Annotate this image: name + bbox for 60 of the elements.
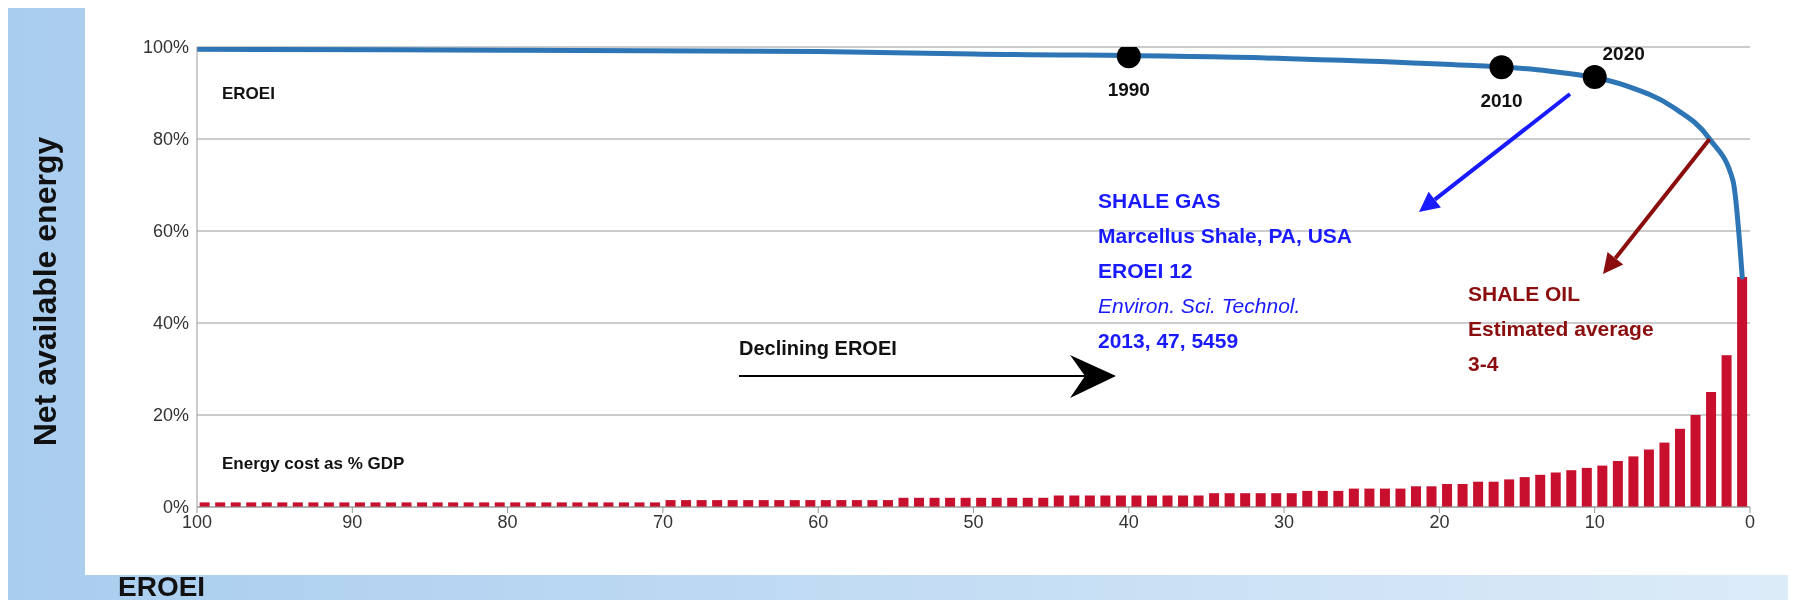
annotation: SHALE GAS Marcellus Shale, PA, USA EROEI 12 Environ. Sci. Technol. 2013, 47, 5459 [1098,189,1353,352]
text: EROEI [222,84,275,103]
x-tick-label: 60 [808,511,829,532]
y-tick-label: 80% [152,129,189,150]
x-tick-label: 0 [1744,511,1756,532]
bar [1457,484,1468,507]
bar [1628,456,1639,507]
x-tick-label: 10 [1584,511,1605,532]
annotation: 2010 [1480,90,1523,112]
bar [1566,470,1577,507]
bar [1690,415,1701,507]
bar [1737,277,1748,507]
annotation: Declining EROEI [739,337,897,359]
bar [1519,477,1530,507]
bar [1302,490,1313,507]
bar [1379,488,1390,507]
bar [1348,488,1359,507]
annotation: 2020 [1602,42,1645,64]
bar [1581,467,1592,507]
bar [1597,465,1608,507]
bar [1271,493,1282,507]
series-label: Energy cost as % GDP [222,454,405,473]
bar [1410,486,1421,507]
y-tick-label: 100% [142,37,189,58]
x-tick-label: 20 [1429,511,1450,532]
bar [1721,355,1732,507]
x-tick-label: 70 [652,511,673,532]
bar [1395,488,1406,507]
y-tick-label: 40% [152,313,189,334]
bar [1535,474,1546,507]
bar [1317,490,1328,507]
bar [1643,449,1654,507]
bar [1674,428,1685,507]
bar [1240,493,1251,507]
x-tick-label: 80 [497,511,518,532]
bar [1364,488,1375,507]
bar [1612,461,1623,507]
bar [1255,493,1266,507]
bar [1333,490,1344,507]
y-axis-title: Net available energy [27,136,65,447]
x-tick-label: 90 [342,511,363,532]
y-tick-label: 20% [152,405,189,426]
y-tick-label: 60% [152,221,189,242]
bar [1286,493,1297,507]
bar [1488,481,1499,507]
bar [1659,442,1670,507]
annotation: 1990 [1107,79,1150,101]
x-tick-label: 30 [1274,511,1295,532]
bar [1550,472,1561,507]
bar [1442,484,1453,507]
bar [1473,481,1484,507]
bar [1224,493,1235,507]
bar [1504,479,1515,507]
x-tick-label: 40 [1118,511,1139,532]
x-tick-label: 50 [963,511,984,532]
bar [1706,392,1717,507]
bar [1426,486,1437,507]
x-axis-title: EROEI [118,571,206,603]
bar [1209,493,1220,507]
annotation: SHALE OIL Estimated average 3-4 [1468,282,1654,375]
